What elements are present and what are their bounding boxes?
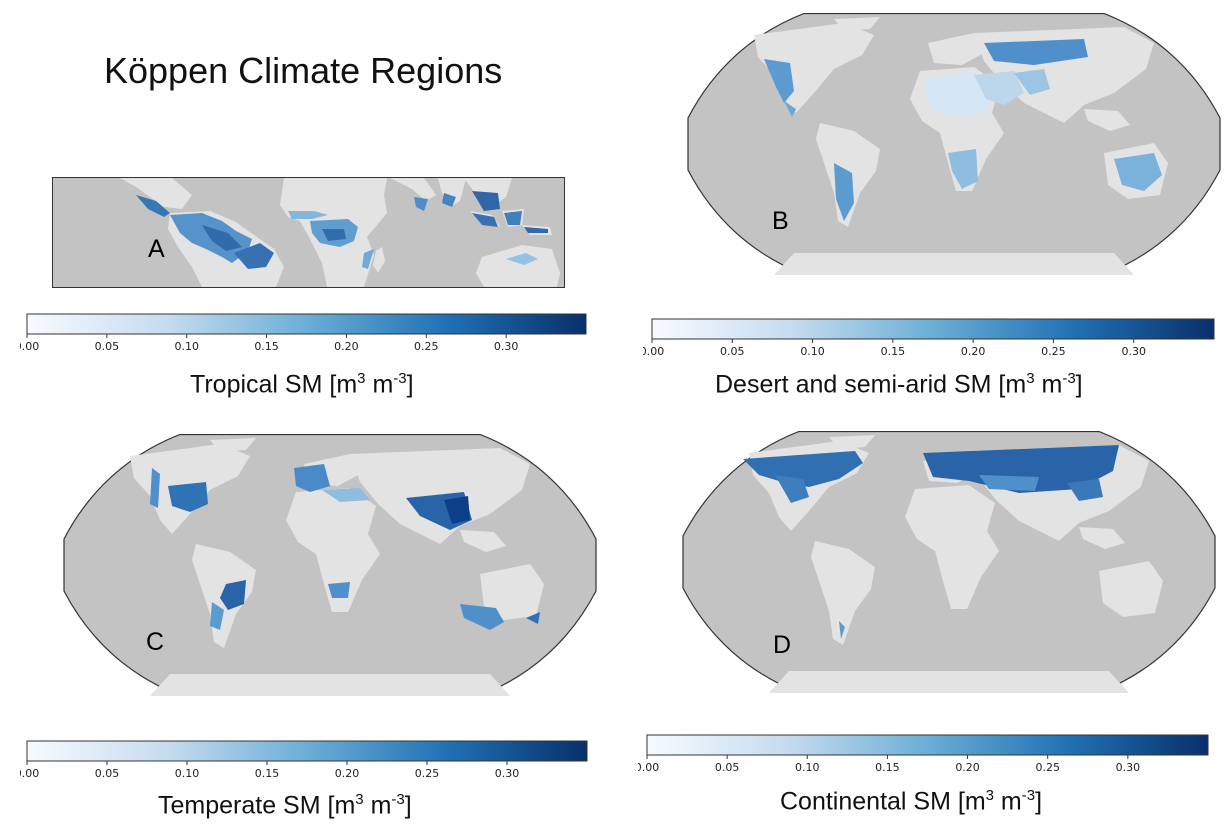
colorbar-tick-label: 0.10 xyxy=(800,345,825,358)
colorbar-tick-label: 0.30 xyxy=(494,340,518,353)
colorbar-tick-label: 0.25 xyxy=(415,767,440,780)
colorbar-tick-label: 0.00 xyxy=(638,761,659,774)
panel-letter-b: B xyxy=(772,207,789,235)
colorbar-tick-label: 0.30 xyxy=(1121,345,1146,358)
colorbar-tick-label: 0.25 xyxy=(1041,345,1066,358)
panel-letter-c: C xyxy=(146,628,164,656)
panel-letter-d: D xyxy=(773,631,791,659)
colorbar-tick-label: 0.15 xyxy=(255,767,280,780)
colorbar-tick-label: 0.20 xyxy=(961,345,986,358)
colorbar-label-d: Continental SM [m3 m-3] xyxy=(780,787,1043,816)
colorbar-tick-label: 0.00 xyxy=(20,767,39,780)
map-panel-c: C xyxy=(63,434,597,696)
colorbar-tick-label: 0.05 xyxy=(95,340,120,353)
colorbar-tick-label: 0.25 xyxy=(1035,761,1060,774)
colorbar-label-a: Tropical SM [m3 m-3] xyxy=(190,370,414,399)
colorbar-tick-label: 0.05 xyxy=(715,761,740,774)
colorbar-tick-label: 0.05 xyxy=(95,767,120,780)
colorbar-b: 0.00 0.05 0.10 0.15 0.20 0.25 0.30 xyxy=(643,318,1215,358)
colorbar-tick-label: 0.15 xyxy=(875,761,900,774)
colorbar-tick-label: 0.10 xyxy=(795,761,820,774)
colorbar-tick-label: 0.00 xyxy=(20,340,39,353)
figure-title: Köppen Climate Regions xyxy=(104,50,503,91)
colorbar-label-c: Temperate SM [m3 m-3] xyxy=(158,791,412,820)
colorbar-tick-label: 0.00 xyxy=(643,345,664,358)
colorbar-tick-label: 0.15 xyxy=(881,345,906,358)
map-panel-b: B xyxy=(687,13,1221,275)
colorbar-tick-label: 0.25 xyxy=(414,340,439,353)
colorbar-a: 0.00 0.05 0.10 0.15 0.20 0.25 0.30 xyxy=(20,313,587,353)
colorbar-tick-label: 0.20 xyxy=(955,761,980,774)
panel-letter-a: A xyxy=(148,235,165,263)
colorbar-c: 0.00 0.05 0.10 0.15 0.20 0.25 0.30 xyxy=(20,740,588,780)
colorbar-tick-label: 0.30 xyxy=(1116,761,1141,774)
colorbar-tick-label: 0.20 xyxy=(334,340,359,353)
colorbar-tick-label: 0.05 xyxy=(720,345,745,358)
map-panel-a: A xyxy=(52,177,565,288)
colorbar-label-b: Desert and semi-arid SM [m3 m-3] xyxy=(715,370,1083,399)
colorbar-tick-label: 0.15 xyxy=(254,340,279,353)
colorbar-tick-label: 0.30 xyxy=(495,767,520,780)
colorbar-d: 0.00 0.05 0.10 0.15 0.20 0.25 0.30 xyxy=(638,734,1209,774)
map-panel-d: D xyxy=(682,431,1216,693)
colorbar-tick-label: 0.20 xyxy=(335,767,360,780)
colorbar-tick-label: 0.10 xyxy=(174,340,199,353)
colorbar-tick-label: 0.10 xyxy=(175,767,200,780)
